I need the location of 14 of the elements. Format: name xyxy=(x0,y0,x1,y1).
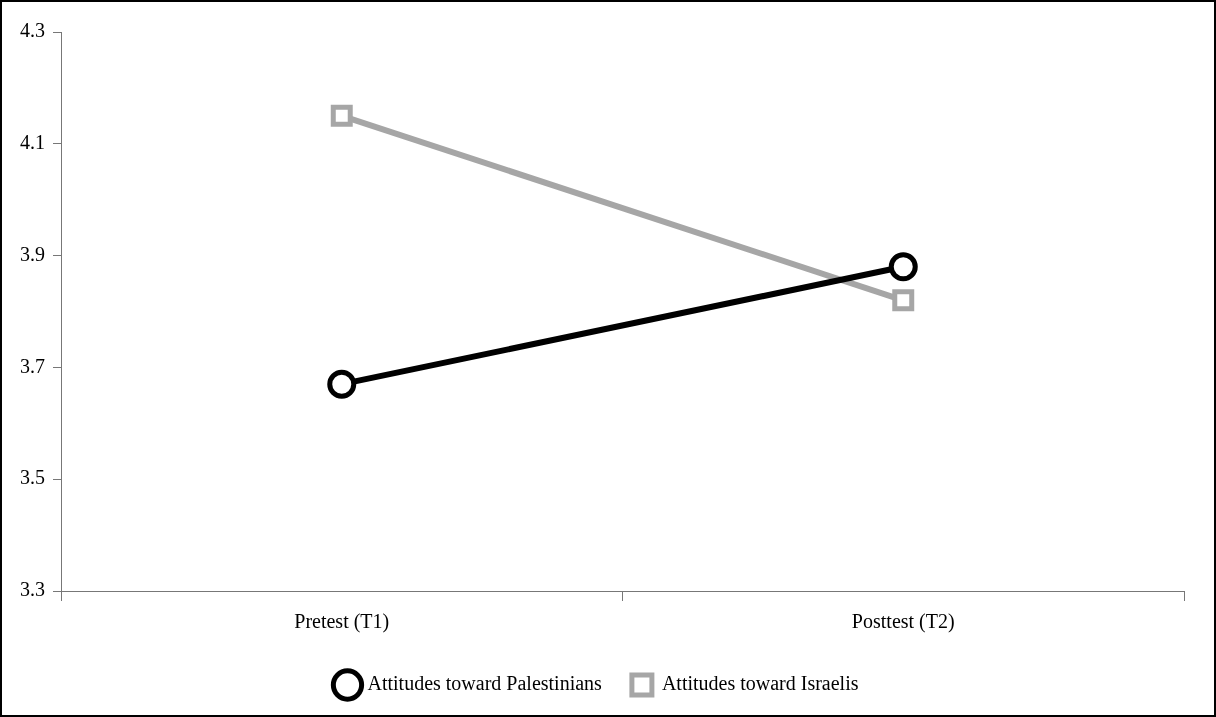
legend-label: Attitudes toward Israelis xyxy=(661,672,859,695)
y-tick-label: 4.1 xyxy=(20,131,45,154)
y-tick-label: 3.9 xyxy=(20,242,45,265)
point xyxy=(330,104,353,127)
y-tick-label: 3.7 xyxy=(20,354,45,377)
y-tick-label: 3.3 xyxy=(20,578,45,601)
y-tick-label: 3.5 xyxy=(20,466,45,489)
point xyxy=(327,369,357,399)
point xyxy=(892,289,915,312)
x-tick-label: Posttest (T2) xyxy=(851,610,955,634)
x-tick-label: Pretest (T1) xyxy=(294,610,390,634)
point xyxy=(888,252,918,282)
y-tick-label: 4.3 xyxy=(20,19,45,42)
legend-label: Attitudes toward Palestinians xyxy=(367,672,603,695)
